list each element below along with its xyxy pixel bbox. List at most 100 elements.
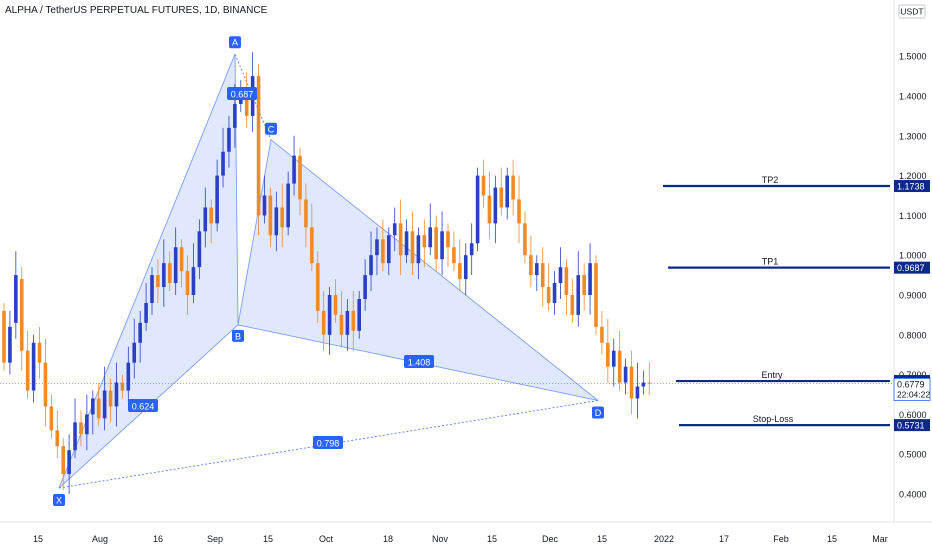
candle-body[interactable] — [179, 247, 184, 272]
candle-body[interactable] — [120, 382, 125, 391]
candle-body[interactable] — [162, 263, 166, 288]
candle-body[interactable] — [452, 247, 456, 264]
candle-body[interactable] — [535, 263, 539, 276]
candle-body[interactable] — [43, 362, 48, 407]
candle-body[interactable] — [274, 207, 279, 236]
candle-body[interactable] — [209, 207, 213, 224]
candle-body[interactable] — [280, 207, 285, 228]
candle-body[interactable] — [185, 271, 190, 295]
candle-body[interactable] — [351, 310, 356, 331]
currency-badge[interactable] — [898, 4, 926, 19]
candle-body[interactable] — [381, 239, 385, 264]
ratio-badge[interactable] — [227, 87, 257, 100]
pattern-point-badge[interactable] — [53, 494, 65, 507]
candle-body[interactable] — [138, 322, 142, 343]
candle-body[interactable] — [505, 175, 509, 208]
candle-body[interactable] — [215, 175, 219, 224]
candle-body[interactable] — [416, 235, 421, 264]
candle-body[interactable] — [357, 298, 361, 331]
candle-body[interactable] — [375, 239, 379, 256]
candle-body[interactable] — [428, 227, 433, 248]
candle-body[interactable] — [611, 350, 616, 367]
candle-body[interactable] — [132, 342, 137, 363]
candle-body[interactable] — [304, 199, 308, 228]
candle-body[interactable] — [469, 243, 474, 256]
candle-body[interactable] — [8, 326, 12, 363]
candle-body[interactable] — [564, 267, 569, 295]
candle-body[interactable] — [315, 263, 320, 311]
pattern-point-badge[interactable] — [229, 36, 241, 49]
candle-body[interactable] — [363, 275, 367, 299]
candle-body[interactable] — [85, 414, 89, 435]
candle-body[interactable] — [221, 151, 225, 176]
candle-body[interactable] — [641, 382, 646, 387]
candle-body[interactable] — [233, 103, 237, 128]
candle-body[interactable] — [458, 263, 462, 280]
candle-body[interactable] — [647, 382, 652, 384]
candle-body[interactable] — [150, 275, 154, 303]
candle-body[interactable] — [286, 183, 290, 228]
candle-body[interactable] — [144, 302, 148, 323]
candle-body[interactable] — [463, 255, 468, 280]
candle-body[interactable] — [558, 267, 563, 284]
candle-body[interactable] — [529, 255, 533, 276]
candle-body[interactable] — [227, 127, 231, 152]
pattern-point-badge[interactable] — [265, 122, 277, 135]
candle-body[interactable] — [517, 199, 521, 224]
candle-body[interactable] — [79, 422, 83, 435]
candle-body[interactable] — [19, 279, 24, 351]
candle-body[interactable] — [262, 195, 267, 216]
candle-body[interactable] — [617, 350, 622, 383]
candle-body[interactable] — [298, 155, 302, 200]
candle-body[interactable] — [523, 223, 527, 256]
candle-body[interactable] — [327, 295, 332, 335]
candle-body[interactable] — [37, 342, 42, 363]
candle-body[interactable] — [25, 350, 30, 391]
candle-body[interactable] — [49, 406, 54, 431]
candle-body[interactable] — [511, 175, 515, 200]
candle-body[interactable] — [404, 231, 409, 256]
candle-body[interactable] — [31, 342, 36, 391]
candle-body[interactable] — [594, 263, 598, 327]
candle-body[interactable] — [256, 76, 261, 216]
pattern-point-badge[interactable] — [232, 329, 244, 342]
candle-body[interactable] — [570, 295, 575, 315]
candle-body[interactable] — [623, 366, 628, 383]
candle-body[interactable] — [398, 223, 403, 256]
candle-body[interactable] — [333, 295, 338, 315]
candle-body[interactable] — [61, 446, 65, 475]
candle-body[interactable] — [475, 175, 480, 244]
candle-body[interactable] — [91, 398, 95, 415]
candle-body[interactable] — [440, 231, 444, 260]
candle-body[interactable] — [588, 263, 592, 295]
candle-body[interactable] — [582, 275, 586, 295]
candle-body[interactable] — [102, 390, 107, 419]
candle-body[interactable] — [540, 263, 545, 288]
candle-body[interactable] — [392, 223, 397, 236]
candle-body[interactable] — [108, 390, 113, 407]
candle-body[interactable] — [14, 275, 18, 323]
ratio-badge[interactable] — [404, 355, 434, 368]
candle-body[interactable] — [410, 231, 415, 264]
candle-body[interactable] — [434, 227, 438, 260]
candle-body[interactable] — [387, 235, 391, 264]
candle-body[interactable] — [481, 175, 486, 196]
candle-body[interactable] — [292, 155, 296, 184]
pattern-point-badge[interactable] — [592, 406, 604, 419]
candle-body[interactable] — [422, 235, 427, 248]
candle-body[interactable] — [345, 310, 350, 335]
candle-body[interactable] — [55, 430, 60, 447]
candle-body[interactable] — [499, 187, 504, 208]
candle-body[interactable] — [126, 362, 131, 391]
candle-body[interactable] — [321, 310, 326, 335]
candle-body[interactable] — [552, 283, 557, 303]
ratio-badge[interactable] — [313, 436, 343, 449]
candle-body[interactable] — [600, 326, 604, 343]
candle-body[interactable] — [576, 275, 581, 315]
candle-body[interactable] — [244, 88, 249, 116]
candle-body[interactable] — [96, 398, 101, 419]
candle-body[interactable] — [606, 342, 610, 367]
candle-body[interactable] — [114, 382, 119, 407]
candle-body[interactable] — [487, 195, 492, 224]
